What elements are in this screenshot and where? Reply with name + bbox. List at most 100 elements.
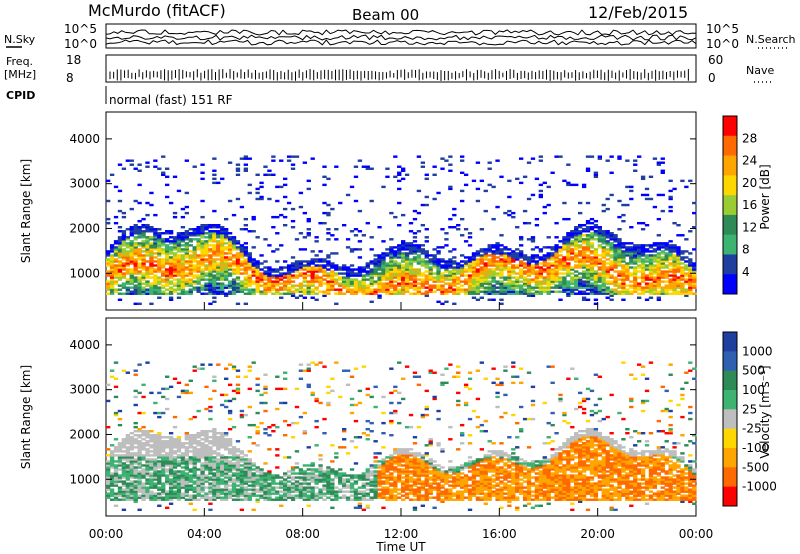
heatmap-cell bbox=[224, 278, 229, 281]
heatmap-cell bbox=[664, 270, 669, 273]
heatmap-cell bbox=[113, 240, 119, 243]
heatmap-cell bbox=[495, 292, 500, 295]
heatmap-cell bbox=[672, 290, 677, 293]
heatmap-cell bbox=[165, 256, 170, 259]
heatmap-cell bbox=[184, 480, 189, 483]
heatmap-cell bbox=[216, 226, 221, 229]
heatmap-cell bbox=[149, 454, 154, 457]
heatmap-cell bbox=[416, 262, 422, 265]
heatmap-cell bbox=[302, 296, 307, 299]
heatmap-cell bbox=[475, 199, 481, 203]
heatmap-cell bbox=[440, 278, 445, 281]
heatmap-cell bbox=[652, 282, 658, 285]
heatmap-cell bbox=[640, 254, 646, 257]
heatmap-cell bbox=[652, 268, 658, 271]
heatmap-cell bbox=[109, 498, 115, 501]
heatmap-cell bbox=[259, 195, 264, 199]
heatmap-cell bbox=[243, 496, 248, 499]
heatmap-cell bbox=[176, 496, 182, 499]
heatmap-cell bbox=[566, 274, 571, 277]
heatmap-cell bbox=[224, 377, 229, 380]
heatmap-cell bbox=[471, 264, 477, 267]
heatmap-cell bbox=[117, 276, 123, 279]
heatmap-cell bbox=[487, 183, 492, 187]
heatmap-cell bbox=[279, 480, 284, 483]
heatmap-cell bbox=[180, 476, 186, 479]
heatmap-cell bbox=[471, 282, 477, 285]
heatmap-cell bbox=[310, 272, 315, 275]
heatmap-cell bbox=[216, 244, 221, 247]
heatmap-cell bbox=[279, 272, 284, 275]
heatmap-cell bbox=[578, 232, 583, 235]
heatmap-cell bbox=[216, 292, 221, 295]
heatmap-cell bbox=[188, 272, 193, 275]
heatmap-cell bbox=[161, 244, 166, 247]
heatmap-cell bbox=[109, 490, 115, 493]
heatmap-cell bbox=[133, 242, 138, 245]
heatmap-cell bbox=[239, 272, 245, 275]
heatmap-cell bbox=[601, 230, 606, 233]
heatmap-cell bbox=[404, 264, 410, 267]
heatmap-cell bbox=[664, 280, 669, 283]
heatmap-cell bbox=[200, 438, 205, 441]
heatmap-cell bbox=[475, 274, 481, 277]
heatmap-cell bbox=[192, 448, 197, 451]
heatmap-cell bbox=[243, 252, 248, 255]
heatmap-cell bbox=[452, 288, 457, 291]
heatmap-cell bbox=[613, 236, 618, 239]
heatmap-cell bbox=[184, 492, 189, 495]
heatmap-cell bbox=[668, 274, 673, 277]
heatmap-cell bbox=[121, 242, 127, 245]
heatmap-cell bbox=[621, 298, 626, 301]
heatmap-cell bbox=[538, 268, 543, 271]
heatmap-cell bbox=[664, 258, 669, 261]
heatmap-cell bbox=[125, 272, 130, 275]
heatmap-cell bbox=[349, 284, 355, 287]
heatmap-cell bbox=[412, 286, 418, 289]
heatmap-cell bbox=[271, 270, 276, 273]
heatmap-cell bbox=[172, 490, 178, 493]
heatmap-cell bbox=[353, 248, 359, 251]
heatmap-cell bbox=[334, 282, 339, 285]
heatmap-cell bbox=[660, 209, 665, 213]
heatmap-cell bbox=[318, 282, 323, 285]
heatmap-cell bbox=[389, 252, 394, 255]
heatmap-cell bbox=[306, 282, 311, 285]
heatmap-cell bbox=[511, 292, 516, 295]
heatmap-cell bbox=[235, 496, 241, 499]
heatmap-cell bbox=[125, 496, 130, 499]
heatmap-cell bbox=[153, 458, 158, 461]
heatmap-cell bbox=[581, 252, 587, 255]
heatmap-cell bbox=[519, 280, 524, 283]
heatmap-cell bbox=[172, 175, 178, 179]
heatmap-cell bbox=[212, 438, 217, 441]
heatmap-cell bbox=[113, 254, 119, 257]
heatmap-cell bbox=[239, 476, 245, 479]
heatmap-cell bbox=[137, 248, 142, 251]
heatmap-cell bbox=[235, 498, 241, 501]
heatmap-cell bbox=[157, 438, 162, 441]
heatmap-cell bbox=[117, 288, 123, 291]
heatmap-cell bbox=[597, 272, 602, 275]
heatmap-cell bbox=[125, 452, 130, 455]
heatmap-cell bbox=[648, 282, 654, 285]
heatmap-cell bbox=[224, 476, 229, 479]
heatmap-cell bbox=[204, 478, 209, 481]
heatmap-cell bbox=[243, 284, 248, 287]
heatmap-cell bbox=[153, 280, 158, 283]
heatmap-cell bbox=[196, 266, 201, 269]
heatmap-cell bbox=[129, 488, 134, 491]
heatmap-cell bbox=[318, 280, 323, 283]
heatmap-cell bbox=[263, 238, 268, 241]
heatmap-cell bbox=[184, 246, 189, 249]
heatmap-cell bbox=[385, 262, 390, 265]
heatmap-cell bbox=[416, 230, 422, 233]
heatmap-cell bbox=[377, 274, 382, 277]
heatmap-cell bbox=[125, 270, 130, 273]
heatmap-cell bbox=[212, 440, 217, 443]
heatmap-cell bbox=[377, 226, 382, 229]
heatmap-cell bbox=[137, 490, 142, 493]
heatmap-cell bbox=[499, 254, 504, 257]
heatmap-cell bbox=[212, 296, 217, 299]
heatmap-cell bbox=[121, 450, 127, 453]
